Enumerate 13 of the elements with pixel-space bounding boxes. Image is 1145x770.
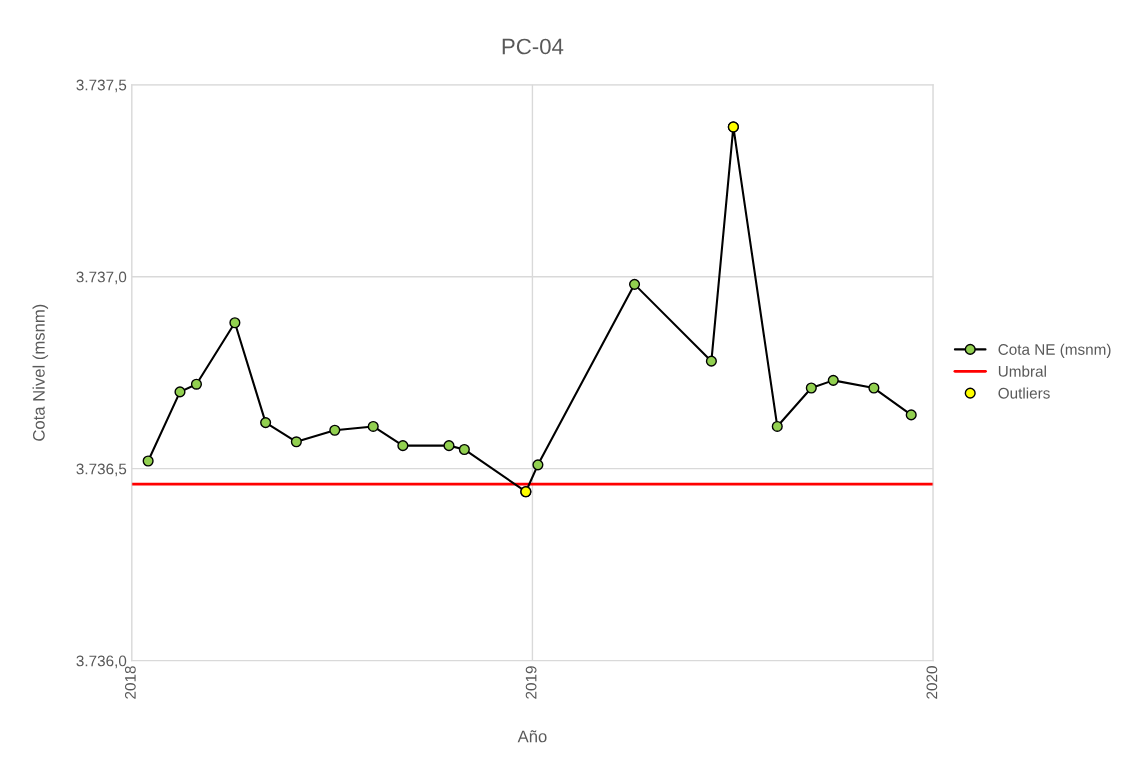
x-tick-label: 2018	[124, 666, 136, 699]
y-axis-title: Cota Nivel (msnm)	[32, 304, 49, 441]
x-axis-title: Año	[517, 730, 547, 743]
chart-title: PC-04	[502, 38, 564, 55]
x-tick-label: 2019	[525, 666, 537, 699]
y-tick-label: 3.737,5	[76, 79, 127, 93]
y-tick-label: 3.736,0	[76, 655, 127, 669]
legend-label: Cota NE (msnm)	[998, 343, 1111, 358]
x-tick-label: 2020	[926, 666, 938, 699]
y-tick-label: 3.737,0	[76, 271, 127, 285]
legend-label: Umbral	[998, 365, 1046, 377]
legend-label: Outliers	[998, 387, 1050, 399]
y-tick-label: 3.736,5	[76, 463, 127, 477]
